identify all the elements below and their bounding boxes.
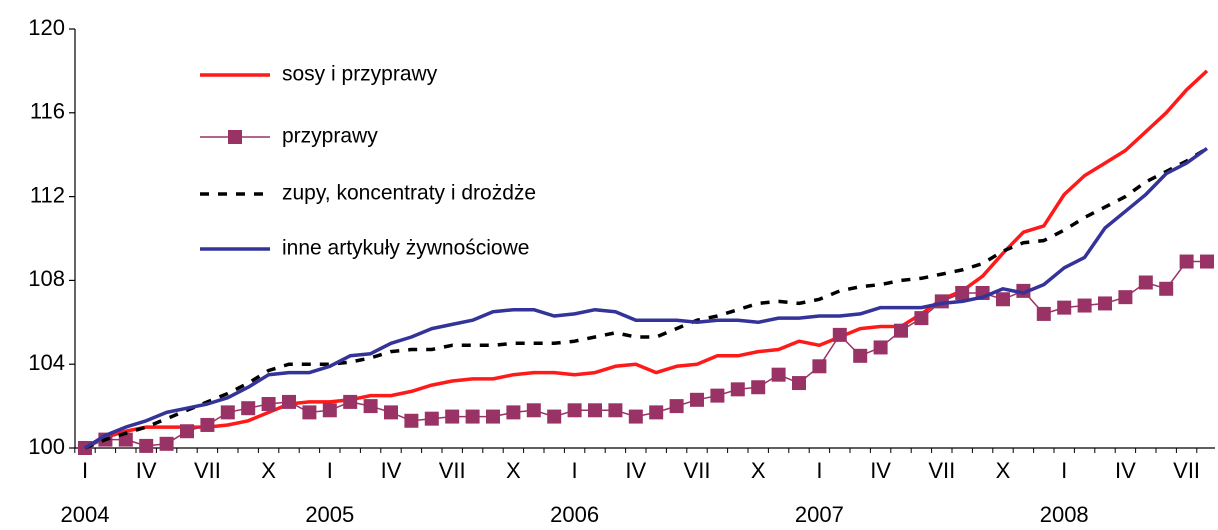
marker [302, 405, 317, 420]
marker [404, 413, 419, 428]
x-tick-label: X [751, 458, 766, 483]
marker [1200, 254, 1214, 269]
marker [792, 376, 806, 391]
marker [1016, 283, 1031, 298]
marker [567, 403, 582, 418]
y-tick-label: 116 [30, 99, 65, 124]
x-tick-label: X [506, 458, 521, 483]
marker [526, 403, 541, 418]
legend-label: sosy i przyprawy [282, 63, 438, 86]
x-tick-label: I [327, 458, 333, 483]
x-tick-label: IV [1115, 458, 1136, 483]
x-tick-label: I [816, 458, 822, 483]
x-tick-label: IV [381, 458, 402, 483]
x-tick-label: VII [439, 458, 466, 483]
series-line [84, 69, 1209, 450]
marker [384, 405, 398, 420]
marker [1138, 275, 1153, 290]
marker [261, 397, 276, 412]
marker [894, 323, 908, 338]
marker [159, 436, 174, 451]
x-tick-label: IV [870, 458, 891, 483]
marker [588, 403, 602, 418]
year-label: 2008 [1040, 502, 1089, 527]
x-tick-label: I [82, 458, 88, 483]
marker [1098, 296, 1112, 311]
legend-label: przyprawy [282, 125, 378, 148]
marker [710, 388, 725, 403]
marker [200, 417, 215, 432]
marker [730, 382, 745, 397]
x-tick-label: VII [194, 458, 221, 483]
marker [812, 359, 827, 374]
x-tick-label: X [996, 458, 1011, 483]
marker [955, 285, 970, 300]
y-tick-label: 100 [28, 434, 65, 459]
marker [486, 409, 500, 424]
marker [506, 405, 521, 420]
x-tick-label: VII [928, 458, 955, 483]
legend-label: inne artykuły żywnościowe [282, 237, 529, 260]
marker [343, 394, 358, 409]
year-label: 2006 [550, 502, 599, 527]
marker [1036, 306, 1051, 321]
marker [1118, 290, 1133, 305]
x-tick-label: I [1061, 458, 1067, 483]
marker [996, 292, 1010, 307]
marker [445, 409, 460, 424]
x-tick-label: IV [625, 458, 646, 483]
marker [180, 424, 194, 439]
y-tick-label: 104 [28, 350, 65, 375]
series-line [84, 146, 1208, 450]
marker [873, 340, 888, 355]
year-label: 2005 [305, 502, 354, 527]
y-tick-label: 108 [28, 266, 65, 291]
marker [853, 348, 868, 363]
y-tick-label: 120 [28, 15, 65, 40]
marker [363, 399, 378, 414]
marker [1159, 281, 1174, 296]
x-tick-label: VII [684, 458, 711, 483]
x-tick-label: I [572, 458, 578, 483]
marker [690, 392, 704, 407]
x-tick-label: IV [136, 458, 157, 483]
y-tick-label: 112 [30, 182, 65, 207]
marker [771, 367, 786, 382]
year-label: 2004 [61, 502, 110, 527]
marker [1057, 300, 1072, 315]
series-line [84, 146, 1209, 450]
marker [608, 403, 623, 418]
marker [832, 327, 847, 342]
marker [669, 399, 684, 414]
marker [547, 409, 562, 424]
marker [628, 409, 643, 424]
marker [220, 405, 235, 420]
marker [465, 409, 480, 424]
marker [424, 411, 439, 426]
year-label: 2007 [795, 502, 844, 527]
legend-marker [228, 130, 242, 144]
marker [139, 438, 154, 453]
marker [322, 403, 337, 418]
x-tick-label: X [261, 458, 276, 483]
marker [1179, 254, 1194, 269]
marker [649, 405, 664, 420]
marker [282, 394, 296, 409]
marker [751, 380, 766, 395]
marker [914, 311, 929, 326]
marker [1077, 298, 1092, 313]
x-tick-label: VII [1173, 458, 1200, 483]
legend-label: zupy, koncentraty i drożdże [282, 182, 536, 205]
marker [241, 401, 256, 416]
